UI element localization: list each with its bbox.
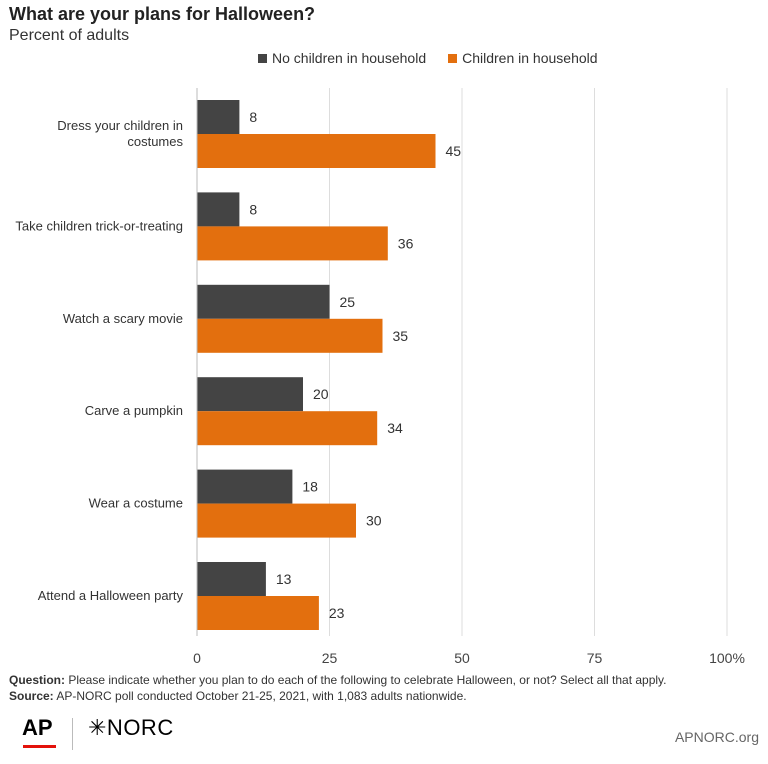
chart-subtitle: Percent of adults xyxy=(9,27,130,44)
bar-children-0 xyxy=(197,134,436,168)
legend: No children in household Children in hou… xyxy=(258,50,620,66)
ap-logo: AP xyxy=(22,715,53,740)
legend-label-children: Children in household xyxy=(462,50,598,66)
category-label-3: Carve a pumpkin xyxy=(85,403,183,418)
site-link[interactable]: APNORC.org xyxy=(674,729,759,745)
data-label-children-4: 30 xyxy=(366,513,382,529)
bar-no-children-4 xyxy=(197,469,293,504)
category-label-0: Dress your children in costumes xyxy=(57,118,183,149)
legend-item-children: Children in household xyxy=(448,50,598,66)
legend-swatch-children xyxy=(448,53,458,63)
legend-swatch-no-children xyxy=(258,53,267,63)
source-note: Source: AP-NORC poll conducted October 2… xyxy=(9,688,667,704)
data-label-no-children-2: 25 xyxy=(340,294,356,310)
data-label-no-children-3: 20 xyxy=(313,386,329,402)
bar-no-children-5 xyxy=(197,562,266,596)
footnote: Question: Please indicate whether you pl… xyxy=(9,672,667,704)
data-label-children-2: 35 xyxy=(393,328,409,344)
question-label: Question: xyxy=(9,673,65,687)
bar-no-children-0 xyxy=(197,100,240,134)
x-tick-label-100: 100% xyxy=(709,650,745,666)
bar-children-1 xyxy=(197,226,388,261)
bar-children-2 xyxy=(197,318,383,353)
data-label-no-children-1: 8 xyxy=(249,201,257,217)
bar-children-5 xyxy=(197,596,319,630)
bar-no-children-1 xyxy=(197,192,240,227)
category-label-1: Take children trick-or-treating xyxy=(15,218,183,233)
category-label-5: Attend a Halloween party xyxy=(38,588,184,603)
legend-label-no-children: No children in household xyxy=(272,50,427,66)
data-label-children-1: 36 xyxy=(398,235,414,251)
chart-title: What are your plans for Halloween? xyxy=(9,4,316,24)
bar-children-4 xyxy=(197,503,356,538)
category-label-4: Wear a costume xyxy=(89,496,183,511)
category-label-2: Watch a scary movie xyxy=(63,311,183,326)
source-text: AP-NORC poll conducted October 21-25, 20… xyxy=(53,689,467,703)
bar-no-children-3 xyxy=(197,377,303,412)
x-tick-label-75: 75 xyxy=(587,650,603,666)
source-label: Source: xyxy=(9,689,54,703)
data-label-children-5: 23 xyxy=(329,605,345,621)
legend-item-no-children: No children in household xyxy=(258,50,426,66)
x-tick-label-0: 0 xyxy=(193,650,201,666)
question-text: Please indicate whether you plan to do e… xyxy=(65,673,667,687)
x-tick-label-50: 50 xyxy=(454,650,470,666)
norc-logo: ✳NORC xyxy=(88,715,174,740)
bar-chart: 0 25 50 75 100% 8 45 Dress your children in cost… xyxy=(15,88,745,666)
data-label-children-0: 45 xyxy=(446,143,462,159)
data-label-no-children-0: 8 xyxy=(249,109,257,125)
logo-divider xyxy=(72,718,73,750)
data-label-no-children-5: 13 xyxy=(276,571,292,587)
bar-no-children-2 xyxy=(197,284,330,319)
question-note: Question: Please indicate whether you pl… xyxy=(9,672,667,688)
bar-children-3 xyxy=(197,411,378,446)
data-label-children-3: 34 xyxy=(387,420,403,436)
x-tick-label-25: 25 xyxy=(322,650,338,666)
data-label-no-children-4: 18 xyxy=(302,479,318,495)
ap-logo-underline xyxy=(23,745,56,748)
